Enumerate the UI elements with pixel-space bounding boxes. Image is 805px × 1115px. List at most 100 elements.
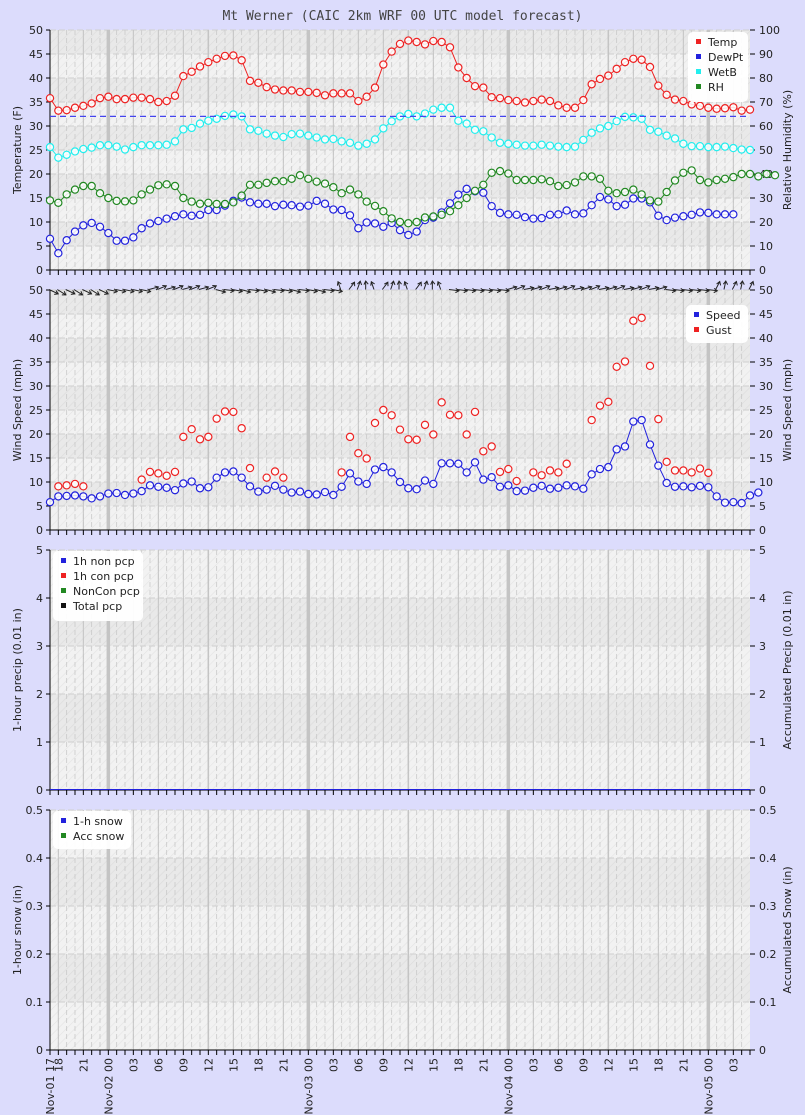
time-label: 09 xyxy=(577,1058,590,1072)
legend-wind: Speed Gust xyxy=(686,305,748,343)
y-tick-label: 5 xyxy=(36,544,43,557)
y2-axis-label: Accumulated Precip (0.01 in) xyxy=(781,590,794,749)
y-tick-label: 0.4 xyxy=(26,852,44,865)
legend-label: Temp xyxy=(707,36,737,49)
legend-label: Speed xyxy=(706,309,740,322)
y2-tick-label: 30 xyxy=(759,380,773,393)
legend-swatch xyxy=(696,39,701,44)
y2-tick-label: 10 xyxy=(759,240,773,253)
legend-snow: 1-h snow Acc snow xyxy=(53,811,131,849)
y-tick-label: 15 xyxy=(29,452,43,465)
legend-label: 1-h snow xyxy=(73,815,123,828)
legend-label: WetB xyxy=(708,66,737,79)
y-tick-label: 5 xyxy=(36,500,43,513)
time-label: 18 xyxy=(52,1058,65,1072)
time-label: 21 xyxy=(477,1058,490,1072)
time-label: 12 xyxy=(402,1058,415,1072)
legend-label: Total pcp xyxy=(72,600,122,613)
y2-tick-label: 0.5 xyxy=(759,804,777,817)
y2-tick-label: 0.4 xyxy=(759,852,777,865)
y2-tick-label: 0.1 xyxy=(759,996,777,1009)
time-label: Nov-02 00 xyxy=(102,1058,115,1115)
y-axis-label: 1-hour snow (in) xyxy=(11,885,24,975)
time-label: Nov-01 17 xyxy=(44,1058,57,1115)
y2-tick-label: 15 xyxy=(759,452,773,465)
time-label: 06 xyxy=(152,1058,165,1072)
temperature-panel: 0510152025303540455001020304050607080901… xyxy=(11,24,794,277)
y-tick-label: 10 xyxy=(29,216,43,229)
time-label: 21 xyxy=(677,1058,690,1072)
legend-swatch xyxy=(696,84,701,89)
y-tick-label: 40 xyxy=(29,72,43,85)
y-tick-label: 30 xyxy=(29,380,43,393)
y-tick-label: 4 xyxy=(36,592,43,605)
y-tick-label: 45 xyxy=(29,48,43,61)
snow-panel: 0 0.1 0.2 0.3 0.4 0.5 0 0.1 0.2 0.3 0.4 0.5 1-hour s… xyxy=(11,804,794,1057)
y2-tick-label: 35 xyxy=(759,356,773,369)
y2-tick-label: 25 xyxy=(759,404,773,417)
wind-panel: 0 5 10 15 20 25 30 35 40 45 50 0 5 10 15 20 25 30 35 40 45 50… xyxy=(11,280,794,537)
y-tick-label: 3 xyxy=(36,640,43,653)
time-label: 03 xyxy=(327,1058,340,1072)
y-tick-label: 0 xyxy=(36,264,43,277)
y2-tick-label: 3 xyxy=(759,640,766,653)
time-label: 15 xyxy=(227,1058,240,1072)
y2-tick-label: 2 xyxy=(759,688,766,701)
y2-tick-label: 50 xyxy=(759,284,773,297)
y2-axis-label: Accumulated Snow (in) xyxy=(781,866,794,993)
precip-panel: 0 1 2 3 4 5 0 1 2 3 4 5 1-hour precip (0.01 in) Accum… xyxy=(11,544,794,797)
y-tick-label: 35 xyxy=(29,96,43,109)
time-label: 18 xyxy=(652,1058,665,1072)
time-label: 15 xyxy=(427,1058,440,1072)
y-axis-label: Temperature (F) xyxy=(11,106,24,195)
time-label: 09 xyxy=(377,1058,390,1072)
y2-tick-label: 0 xyxy=(759,784,766,797)
legend-swatch xyxy=(696,69,701,74)
y-tick-label: 10 xyxy=(29,476,43,489)
y2-tick-label: 50 xyxy=(759,144,773,157)
y2-axis-label: Wind Speed (mph) xyxy=(781,359,794,461)
y-tick-label: 0 xyxy=(36,784,43,797)
legend-swatch xyxy=(694,312,699,317)
y-tick-label: 0.2 xyxy=(26,948,44,961)
legend-swatch xyxy=(694,327,699,332)
time-label: 06 xyxy=(352,1058,365,1072)
y2-tick-label: 20 xyxy=(759,428,773,441)
legend-label: 1h non pcp xyxy=(73,555,135,568)
legend-swatch xyxy=(61,558,66,563)
time-label: Nov-05 00 xyxy=(702,1058,715,1115)
time-label: 21 xyxy=(77,1058,90,1072)
legend-swatch xyxy=(696,54,701,59)
y-tick-label: 25 xyxy=(29,144,43,157)
y2-tick-label: 0.2 xyxy=(759,948,777,961)
y-tick-label: 15 xyxy=(29,192,43,205)
legend-swatch xyxy=(61,603,66,608)
y2-tick-label: 100 xyxy=(759,24,780,37)
y2-tick-label: 0.3 xyxy=(759,900,777,913)
y-tick-label: 0 xyxy=(36,524,43,537)
legend-swatch xyxy=(61,833,66,838)
time-label: Nov-03 00 xyxy=(302,1058,315,1115)
y-tick-label: 5 xyxy=(36,240,43,253)
y-axis-label: Wind Speed (mph) xyxy=(11,359,24,461)
legend-label: NonCon pcp xyxy=(73,585,140,598)
y2-tick-label: 0 xyxy=(759,264,766,277)
legend-label: DewPt xyxy=(708,51,744,64)
y2-tick-label: 1 xyxy=(759,736,766,749)
y-tick-label: 1 xyxy=(36,736,43,749)
legend-label: Acc snow xyxy=(73,830,124,843)
legend-precip: 1h non pcp 1h con pcp NonCon pcp Total pcp xyxy=(53,551,143,621)
legend-swatch xyxy=(61,588,66,593)
legend-label: RH xyxy=(708,81,724,94)
legend-temp: Temp DewPt WetB RH xyxy=(688,32,748,102)
y-tick-label: 40 xyxy=(29,332,43,345)
y2-tick-label: 5 xyxy=(759,544,766,557)
y2-tick-label: 30 xyxy=(759,192,773,205)
y2-tick-label: 10 xyxy=(759,476,773,489)
time-label: 03 xyxy=(727,1058,740,1072)
y-tick-label: 0.5 xyxy=(26,804,44,817)
time-label: Nov-04 00 xyxy=(502,1058,515,1115)
y2-tick-label: 45 xyxy=(759,308,773,321)
